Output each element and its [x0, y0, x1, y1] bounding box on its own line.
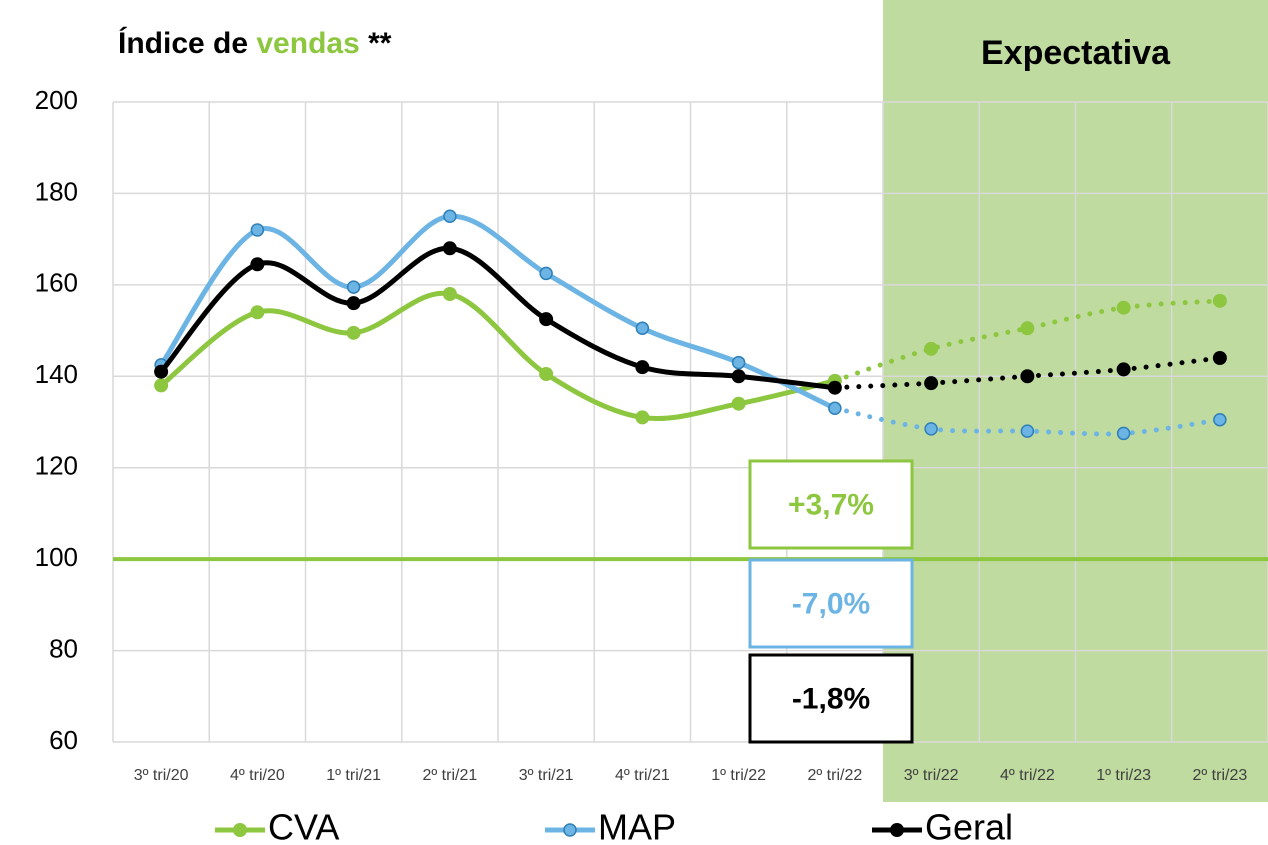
x-tick-label: 3º tri/20	[134, 767, 189, 784]
annotation-text: +3,7%	[788, 488, 874, 521]
annotation-box	[748, 558, 914, 649]
marker	[154, 378, 169, 393]
legend-marker	[890, 823, 904, 837]
legend-label: CVA	[268, 807, 339, 845]
marker	[1116, 362, 1131, 377]
title-part: vendas	[256, 27, 359, 60]
legend-marker	[233, 823, 247, 837]
marker	[346, 325, 361, 340]
legend-marker	[563, 823, 577, 837]
series-forecast-line	[832, 298, 1223, 384]
x-tick-label: 3º tri/21	[519, 767, 574, 784]
annotation-box	[748, 459, 914, 550]
marker	[1213, 412, 1227, 427]
x-tick-label: 4º tri/22	[1000, 767, 1055, 784]
x-tick-label: 2º tri/22	[807, 767, 862, 784]
marker	[442, 241, 457, 256]
chart-title: Índice de vendas **	[118, 26, 392, 60]
marker	[1212, 351, 1227, 365]
x-tick-label: 4º tri/21	[615, 767, 670, 784]
annotation-text: -1,8%	[792, 682, 870, 715]
x-tick-label: 3º tri/22	[904, 767, 959, 784]
marker	[442, 287, 457, 301]
marker	[924, 341, 939, 356]
marker	[635, 321, 650, 336]
forecast-label: Expectativa	[981, 34, 1171, 72]
annotation-box	[748, 653, 914, 744]
marker	[828, 401, 842, 416]
x-tick-label: 1º tri/23	[1096, 767, 1151, 784]
y-tick-label: 160	[35, 268, 78, 298]
marker	[1116, 426, 1131, 441]
marker	[731, 396, 746, 411]
marker	[924, 376, 939, 391]
y-tick-label: 120	[35, 451, 78, 481]
marker	[731, 369, 746, 384]
marker	[827, 380, 842, 395]
x-tick-label: 2º tri/23	[1192, 767, 1247, 784]
y-tick-label: 140	[35, 359, 78, 389]
marker	[539, 266, 553, 281]
marker	[1020, 321, 1035, 336]
y-tick-label: 200	[35, 85, 78, 115]
x-tick-label: 4º tri/20	[230, 767, 285, 784]
marker	[1116, 300, 1131, 315]
marker	[250, 257, 265, 272]
marker	[154, 364, 169, 379]
y-tick-label: 180	[35, 176, 78, 206]
marker	[731, 355, 746, 370]
marker	[346, 296, 361, 311]
marker	[539, 312, 554, 327]
title-part: Índice de	[118, 26, 256, 60]
y-tick-label: 100	[35, 542, 78, 572]
legend-label: Geral	[925, 807, 1013, 845]
marker	[443, 209, 457, 224]
title-part: **	[360, 27, 392, 60]
y-tick-label: 60	[49, 725, 78, 755]
x-tick-label: 2º tri/21	[422, 767, 477, 784]
marker	[539, 367, 554, 381]
annotation-text: -7,0%	[792, 587, 870, 620]
marker	[1020, 424, 1035, 438]
marker	[635, 410, 650, 425]
marker	[250, 223, 265, 237]
marker	[346, 280, 361, 294]
marker	[924, 422, 938, 436]
marker	[250, 305, 265, 320]
series-forecast-line	[832, 405, 1223, 437]
marker	[635, 360, 650, 375]
marker	[1020, 369, 1035, 384]
x-tick-label: 1º tri/22	[711, 767, 766, 784]
legend-label: MAP	[598, 807, 676, 845]
x-tick-label: 1º tri/21	[326, 767, 381, 784]
marker	[1212, 293, 1227, 308]
y-tick-label: 80	[49, 633, 78, 663]
